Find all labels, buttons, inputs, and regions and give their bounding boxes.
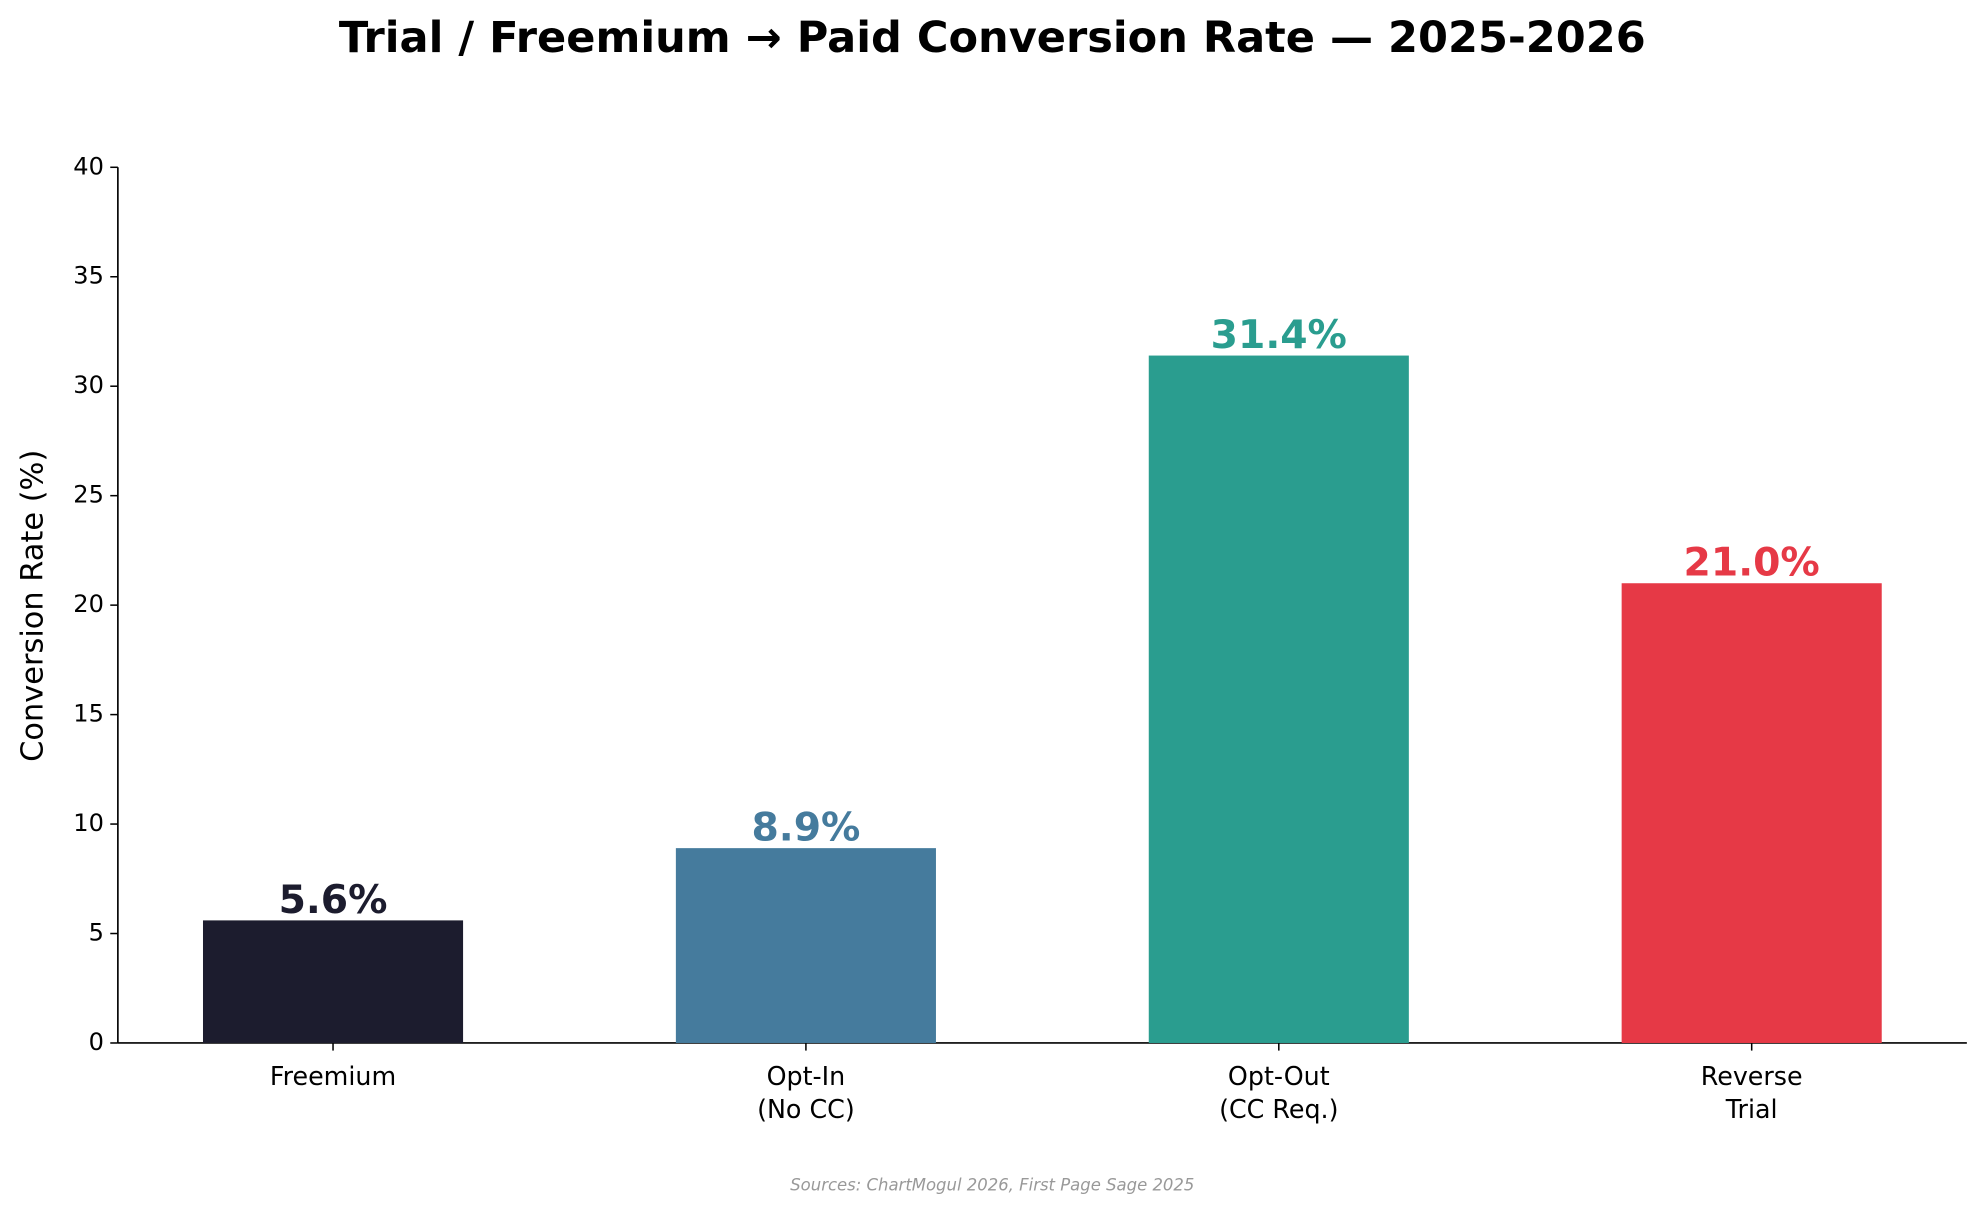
bar: [1148, 355, 1409, 1043]
bar: [202, 920, 464, 1043]
value-label: 5.6%: [279, 878, 388, 923]
x-tick-label: Reverse Trial: [1701, 1061, 1803, 1124]
y-tick-label: 15: [73, 700, 104, 728]
bar: [675, 848, 936, 1043]
x-tick-label: Freemium: [270, 1061, 396, 1091]
y-tick-label: 25: [73, 481, 104, 509]
value-label: 8.9%: [751, 806, 860, 851]
bar: [1621, 583, 1882, 1043]
x-tick-label: Opt-In (No CC): [757, 1061, 855, 1124]
value-label: 31.4%: [1211, 313, 1347, 358]
y-tick-label: 30: [73, 371, 104, 399]
y-tick-label: 35: [73, 262, 104, 290]
y-tick-label: 5: [89, 919, 104, 947]
y-tick-label: 0: [89, 1028, 104, 1056]
y-tick-label: 10: [73, 809, 104, 837]
value-label: 21.0%: [1684, 541, 1820, 586]
source-note: Sources: ChartMogul 2026, First Page Sag…: [790, 1176, 1194, 1195]
y-tick-label: 20: [73, 590, 104, 618]
y-axis-label: Conversion Rate (%): [16, 450, 51, 762]
x-tick-label: Opt-Out (CC Req.): [1219, 1061, 1338, 1124]
chart-title: Trial / Freemium → Paid Conversion Rate …: [339, 13, 1646, 63]
y-tick-label: 40: [73, 152, 104, 180]
